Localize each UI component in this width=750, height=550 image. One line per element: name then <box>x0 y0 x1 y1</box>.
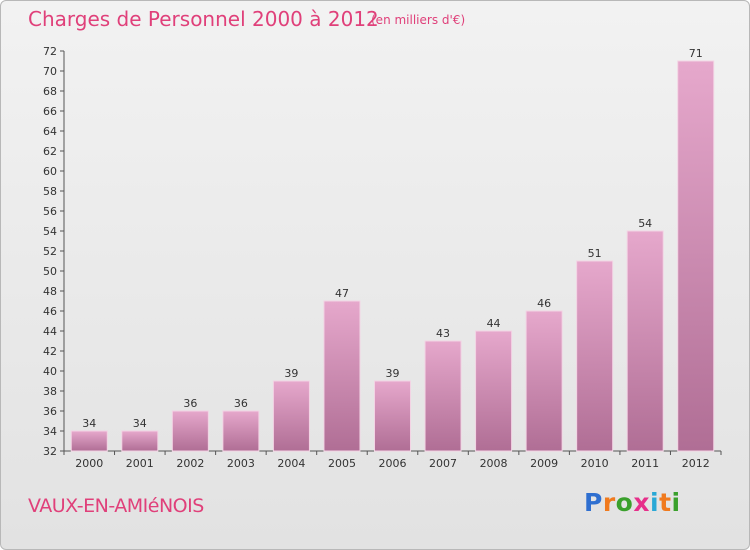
x-tick-label: 2005 <box>328 457 356 470</box>
bar <box>626 230 664 452</box>
data-label: 46 <box>537 297 551 310</box>
y-tick-label: 32 <box>43 445 57 458</box>
y-tick-label: 54 <box>43 225 57 238</box>
bar <box>70 430 108 452</box>
bar <box>323 300 361 452</box>
data-label: 44 <box>487 317 501 330</box>
x-tick-label: 2000 <box>75 457 103 470</box>
bar <box>475 330 513 452</box>
data-labels: 34 34 36 36 39 47 39 43 44 46 51 54 71 <box>82 47 702 430</box>
y-tick-label: 58 <box>43 185 57 198</box>
x-tick-label: 2010 <box>581 457 609 470</box>
y-tick-label: 50 <box>43 265 57 278</box>
y-tick-label: 60 <box>43 165 57 178</box>
y-tick-label: 62 <box>43 145 57 158</box>
bar <box>121 430 159 452</box>
commune-name: VAUX-EN-AMIéNOIS <box>28 495 204 517</box>
proxiti-logo[interactable]: Proxiti <box>584 488 681 517</box>
y-tick-label: 48 <box>43 285 57 298</box>
logo-letter: o <box>615 488 634 517</box>
x-tick-label: 2007 <box>429 457 457 470</box>
bar <box>272 380 310 452</box>
bar <box>576 260 614 452</box>
data-label: 34 <box>133 417 147 430</box>
x-tick-label: 2009 <box>530 457 558 470</box>
data-label: 34 <box>82 417 96 430</box>
logo-letter: t <box>659 488 672 517</box>
y-tick-label: 38 <box>43 385 57 398</box>
logo-letter: P <box>584 488 603 517</box>
data-label: 39 <box>284 367 298 380</box>
y-tick-label: 66 <box>43 105 57 118</box>
x-tick-label: 2003 <box>227 457 255 470</box>
x-tick-label: 2012 <box>682 457 710 470</box>
bar <box>374 380 411 452</box>
x-tick-label: 2006 <box>379 457 407 470</box>
y-tick-label: 34 <box>43 425 57 438</box>
bars <box>70 60 715 452</box>
y-tick-label: 44 <box>43 325 57 338</box>
logo-letter: i <box>650 488 660 517</box>
bar <box>424 340 462 452</box>
y-tick-label: 40 <box>43 365 57 378</box>
logo-letter: i <box>671 488 681 517</box>
y-tick-label: 56 <box>43 205 57 218</box>
bar <box>677 60 715 452</box>
chart-title: Charges de Personnel 2000 à 2012 <box>28 7 379 31</box>
y-tick-label: 68 <box>43 85 57 98</box>
y-tick-label: 52 <box>43 245 57 258</box>
y-tick-label: 46 <box>43 305 57 318</box>
y-tick-label: 72 <box>43 45 57 58</box>
x-tick-label: 2002 <box>176 457 204 470</box>
bar <box>171 410 209 452</box>
data-label: 51 <box>588 247 602 260</box>
y-tick-label: 36 <box>43 405 57 418</box>
data-label: 43 <box>436 327 450 340</box>
axes: 32 34 36 38 40 42 44 46 48 50 52 54 56 58 60 62 64 66 68 70… <box>43 45 722 470</box>
bar <box>525 310 563 452</box>
logo-letter: x <box>633 488 650 517</box>
x-tick-label: 2004 <box>277 457 305 470</box>
data-label: 36 <box>183 397 197 410</box>
logo-letter: r <box>602 488 616 517</box>
x-tick-label: 2011 <box>631 457 659 470</box>
data-label: 36 <box>234 397 248 410</box>
y-tick-label: 42 <box>43 345 57 358</box>
data-label: 54 <box>638 217 652 230</box>
data-label: 39 <box>386 367 400 380</box>
y-tick-label: 64 <box>43 125 57 138</box>
chart-subtitle: (en milliers d'€) <box>371 13 466 27</box>
data-label: 71 <box>689 47 703 60</box>
x-tick-label: 2008 <box>480 457 508 470</box>
data-label: 47 <box>335 287 349 300</box>
y-tick-label: 70 <box>43 65 57 78</box>
bar <box>222 410 260 452</box>
x-tick-label: 2001 <box>126 457 154 470</box>
